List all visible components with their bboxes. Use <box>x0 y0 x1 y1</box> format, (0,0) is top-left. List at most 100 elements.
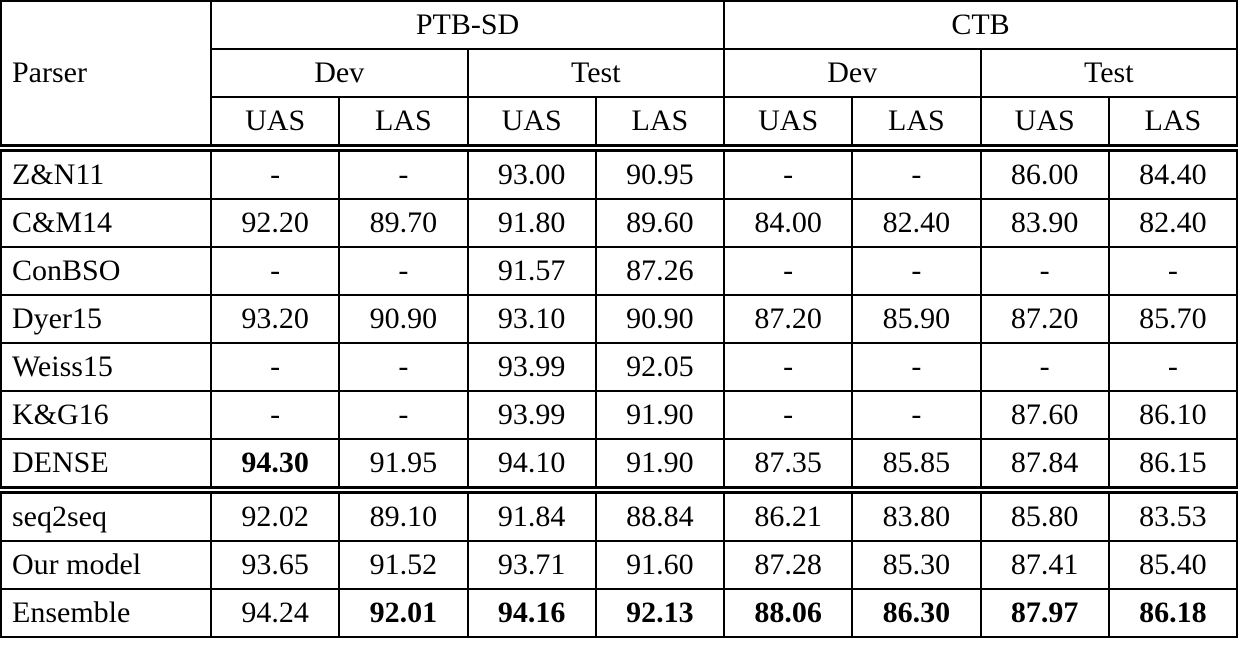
table-row: seq2seq 92.02 89.10 91.84 88.84 86.21 83.80 85.… <box>0 489 1238 542</box>
value-cell: 90.95 <box>594 147 726 200</box>
table-row: Dyer15 93.20 90.90 93.10 90.90 87.20 85.90 87.2… <box>0 294 1238 344</box>
value-cell: 87.20 <box>979 294 1110 344</box>
value-cell: 93.99 <box>466 342 597 392</box>
parser-name: Dyer15 <box>0 294 212 344</box>
parser-name: Ensemble <box>0 588 212 638</box>
value-cell: - <box>338 342 469 392</box>
value-cell: 92.05 <box>594 342 726 392</box>
value-cell: 91.90 <box>594 390 726 440</box>
value-cell: 90.90 <box>594 294 726 344</box>
value-cell: - <box>209 342 341 392</box>
value-cell: 82.40 <box>851 198 982 248</box>
value-cell: 86.30 <box>851 588 982 638</box>
parser-name: Our model <box>0 540 212 590</box>
header-row-metrics: UAS LAS UAS LAS UAS LAS UAS LAS <box>1 96 1238 152</box>
value-cell: - <box>851 246 982 296</box>
value-cell: 85.30 <box>851 540 982 590</box>
value-cell: 83.53 <box>1107 489 1238 542</box>
value-cell: - <box>979 342 1110 392</box>
value-cell: - <box>722 390 854 440</box>
value-cell: 83.90 <box>979 198 1110 248</box>
split-header-ptb-dev: Dev <box>210 48 469 98</box>
table-row: Weiss15- -93.99 92.05- - - - <box>0 342 1238 392</box>
value-cell: 93.10 <box>466 294 597 344</box>
parser-name: C&M14 <box>0 198 212 248</box>
value-cell: 87.97 <box>979 588 1110 638</box>
metric-header: UAS <box>209 96 341 152</box>
value-cell: 85.85 <box>851 438 982 494</box>
table-row: DENSE 94.30 91.95 94.10 91.90 87.35 85.85 87.84… <box>0 438 1238 494</box>
value-cell: - <box>1107 246 1238 296</box>
header-row-splits: Dev Test Dev Test <box>1 48 1238 98</box>
value-cell: - <box>722 147 854 200</box>
section-our-systems: seq2seq 92.02 89.10 91.84 88.84 86.21 83.80 85.… <box>0 489 1238 638</box>
parser-name: ConBSO <box>0 246 212 296</box>
value-cell: 86.21 <box>722 489 854 542</box>
table-row: Our model 93.65 91.52 93.71 91.60 87.28 85.30 8… <box>0 540 1238 590</box>
table-row: Z&N11- -93.00 90.95- -86.00 84.40 <box>0 147 1238 200</box>
value-cell: 86.18 <box>1107 588 1238 638</box>
value-cell: 87.60 <box>979 390 1110 440</box>
value-cell: 86.10 <box>1107 390 1238 440</box>
value-cell: 85.70 <box>1107 294 1238 344</box>
value-cell: 94.30 <box>209 438 341 494</box>
table-row: ConBSO - -91.57 87.26- - - - <box>0 246 1238 296</box>
value-cell: 85.80 <box>979 489 1110 542</box>
value-cell: 93.71 <box>466 540 597 590</box>
metric-header: LAS <box>338 96 469 152</box>
value-cell: 91.84 <box>466 489 597 542</box>
metric-header: UAS <box>979 96 1110 152</box>
value-cell: 93.65 <box>209 540 341 590</box>
value-cell: 91.60 <box>594 540 726 590</box>
value-cell: 91.57 <box>466 246 597 296</box>
value-cell: - <box>209 246 341 296</box>
value-cell: 94.10 <box>466 438 597 494</box>
value-cell: - <box>851 342 982 392</box>
value-cell: 92.20 <box>209 198 341 248</box>
value-cell: - <box>851 147 982 200</box>
value-cell: 88.06 <box>722 588 854 638</box>
split-header-ctb-test: Test <box>979 48 1238 98</box>
value-cell: 86.15 <box>1107 438 1238 494</box>
value-cell: 82.40 <box>1107 198 1238 248</box>
parser-name: DENSE <box>0 438 212 494</box>
value-cell: - <box>1107 342 1238 392</box>
table-row: Ensemble 94.24 92.01 94.16 92.13 88.06 86.30 87… <box>0 588 1238 638</box>
value-cell: 89.10 <box>338 489 469 542</box>
metric-header: LAS <box>1107 96 1238 152</box>
value-cell: - <box>338 147 469 200</box>
value-cell: 87.20 <box>722 294 854 344</box>
value-cell: 87.28 <box>722 540 854 590</box>
value-cell: - <box>722 342 854 392</box>
split-header-ptb-test: Test <box>466 48 725 98</box>
value-cell: - <box>209 147 341 200</box>
value-cell: 91.52 <box>338 540 469 590</box>
value-cell: - <box>209 390 341 440</box>
value-cell: 93.00 <box>466 147 597 200</box>
parser-name: seq2seq <box>0 489 212 542</box>
metric-header: UAS <box>722 96 854 152</box>
value-cell: - <box>722 246 854 296</box>
value-cell: 94.16 <box>466 588 597 638</box>
value-cell: 87.35 <box>722 438 854 494</box>
metric-header: UAS <box>466 96 597 152</box>
value-cell: 84.00 <box>722 198 854 248</box>
dataset-header-ptb-sd: PTB-SD <box>210 0 725 50</box>
value-cell: 89.70 <box>338 198 469 248</box>
section-prior-work: Z&N11- -93.00 90.95- -86.00 84.40 C&M14 92.20 8… <box>0 147 1238 494</box>
value-cell: 90.90 <box>338 294 469 344</box>
metric-header: LAS <box>594 96 726 152</box>
value-cell: - <box>851 390 982 440</box>
value-cell: 86.00 <box>979 147 1110 200</box>
value-cell: 83.80 <box>851 489 982 542</box>
value-cell: 91.95 <box>338 438 469 494</box>
value-cell: 92.02 <box>209 489 341 542</box>
parser-name: Z&N11 <box>0 147 212 200</box>
parser-name: Weiss15 <box>0 342 212 392</box>
table-row: K&G16- -93.99 91.90- -87.60 86.10 <box>0 390 1238 440</box>
value-cell: 85.40 <box>1107 540 1238 590</box>
value-cell: - <box>338 246 469 296</box>
value-cell: - <box>979 246 1110 296</box>
